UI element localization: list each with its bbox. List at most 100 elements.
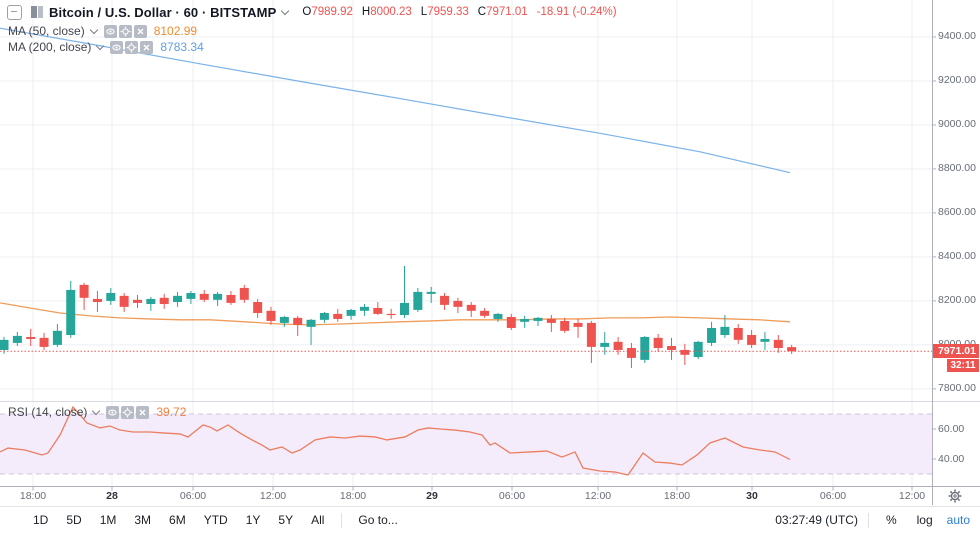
visibility-icon[interactable] <box>110 40 125 54</box>
rsi-axis-label: 60.00 <box>938 422 965 435</box>
visibility-icon[interactable] <box>106 405 121 419</box>
candle-body <box>0 339 9 350</box>
candle-body <box>373 307 383 314</box>
candle-body <box>600 342 610 347</box>
candle-body <box>306 319 316 327</box>
last-price-tag: 7971.01 <box>933 344 979 359</box>
ma50-indicator-legend: MA (50, close) 8102.99 <box>8 24 197 38</box>
rsi-line <box>0 405 791 476</box>
percent-scale-button[interactable]: % <box>885 513 897 527</box>
visibility-icon[interactable] <box>103 24 119 38</box>
candle-body <box>707 327 717 343</box>
candle-body <box>453 300 463 307</box>
price-axis-label: 7800.00 <box>938 382 976 395</box>
candle-body <box>533 317 543 321</box>
price-axis[interactable] <box>933 0 980 487</box>
time-axis-label: 06:00 <box>179 490 207 502</box>
settings-icon[interactable] <box>118 24 134 38</box>
range-button-ytd[interactable]: YTD <box>203 513 228 527</box>
time-axis-label: 30 <box>746 490 758 502</box>
symbol-title[interactable]: Bitcoin / U.S. Dollar · 60 · BITSTAMP <box>49 4 277 20</box>
chevron-down-icon[interactable] <box>92 406 101 415</box>
ma200-indicator-value: 8783.34 <box>160 40 204 54</box>
time-axis-label: 18:00 <box>339 490 367 502</box>
time-axis-label: 29 <box>426 490 438 502</box>
price-axis-label: 9400.00 <box>938 30 976 43</box>
candle-body <box>760 338 770 342</box>
candle-body <box>39 337 49 347</box>
open-label: O <box>302 6 312 18</box>
candle-body <box>199 293 209 300</box>
candle-body <box>79 284 89 298</box>
candle-body <box>12 335 22 343</box>
candle-body <box>119 295 129 307</box>
remove-icon[interactable] <box>133 24 149 38</box>
candle-body <box>773 339 783 348</box>
chevron-down-icon[interactable] <box>89 25 98 34</box>
clock-utc[interactable]: 03:27:49 (UTC) <box>775 513 858 527</box>
candle-body <box>359 306 369 311</box>
rsi-indicator-value: 39.72 <box>156 405 187 419</box>
toolbar-divider <box>341 512 343 528</box>
chevron-down-icon[interactable] <box>96 41 105 50</box>
high-label: H <box>361 6 371 18</box>
rsi-indicator-label[interactable]: RSI (14, close) <box>8 405 88 419</box>
candle-body <box>546 318 556 323</box>
range-button-1y[interactable]: 1Y <box>245 513 261 527</box>
candle-body <box>66 289 76 336</box>
price-axis-label: 8600.00 <box>938 206 976 219</box>
time-axis[interactable] <box>0 487 932 505</box>
settings-icon[interactable] <box>125 40 140 54</box>
ma50-indicator-label[interactable]: MA (50, close) <box>8 24 85 38</box>
candle-body <box>480 310 490 316</box>
range-button-5d[interactable]: 5D <box>66 513 82 527</box>
settings-icon[interactable] <box>121 405 136 419</box>
time-axis-label: 12:00 <box>898 490 926 502</box>
symbol-logo-icon <box>31 6 43 18</box>
range-button-6m[interactable]: 6M <box>169 513 186 527</box>
candle-body <box>613 341 623 350</box>
candle-body <box>400 302 409 315</box>
close-label: C <box>477 6 487 18</box>
axis-settings-gear-icon[interactable] <box>948 489 962 503</box>
candle-body <box>333 313 343 319</box>
candle-body <box>680 349 690 355</box>
range-button-1d[interactable]: 1D <box>33 513 49 527</box>
candle-body <box>573 322 583 327</box>
range-button-all[interactable]: All <box>311 513 325 527</box>
candle-body <box>640 336 650 360</box>
candle-body <box>667 346 676 350</box>
price-axis-label: 8800.00 <box>938 162 976 175</box>
change-value: -18.91 (-0.24%) <box>536 6 617 18</box>
range-button-5y[interactable]: 5Y <box>278 513 294 527</box>
range-button-3m[interactable]: 3M <box>134 513 152 527</box>
collapse-panel-icon[interactable] <box>7 4 22 20</box>
candle-body <box>133 299 142 303</box>
candle-body <box>466 304 476 311</box>
candle-body <box>293 317 303 325</box>
candle-body <box>733 327 743 340</box>
candle-body <box>26 336 36 339</box>
remove-icon[interactable] <box>136 405 151 419</box>
candle-body <box>266 310 276 321</box>
candle-body <box>586 322 596 347</box>
candle-body <box>413 291 423 310</box>
candle-body <box>173 295 183 303</box>
remove-icon[interactable] <box>140 40 155 54</box>
range-button-1m[interactable]: 1M <box>99 513 117 527</box>
auto-scale-button[interactable]: auto <box>946 513 970 527</box>
price-axis-label: 8400.00 <box>938 250 976 263</box>
time-axis-label: 18:00 <box>663 490 691 502</box>
candle-body <box>226 294 236 303</box>
ma50-line <box>0 302 791 326</box>
candle-body <box>279 316 289 323</box>
candle-body <box>520 318 530 322</box>
chevron-down-icon[interactable] <box>281 6 290 15</box>
close-value: 7971.01 <box>486 6 528 18</box>
log-scale-button[interactable]: log <box>916 513 933 527</box>
goto-button[interactable]: Go to... <box>358 513 398 527</box>
ma200-indicator-label[interactable]: MA (200, close) <box>8 40 92 54</box>
time-axis-label: 06:00 <box>498 490 526 502</box>
